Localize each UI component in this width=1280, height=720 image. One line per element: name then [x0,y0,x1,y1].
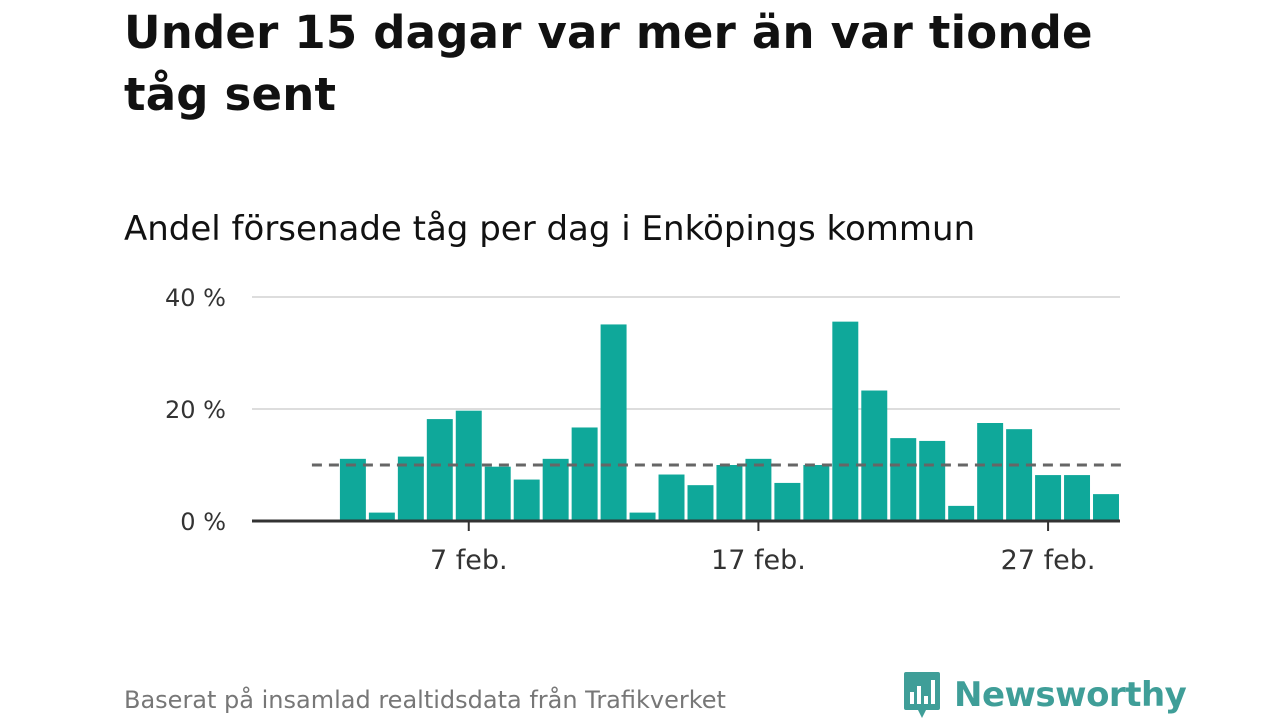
bar [484,466,511,521]
bar [629,512,656,521]
bar [658,474,685,521]
bar [1093,494,1119,521]
bar [542,458,569,521]
x-tick-label: 17 feb. [711,545,806,576]
bar [1035,475,1062,521]
y-tick-label: 0 % [180,508,226,536]
x-tick-label: 7 feb. [430,545,508,576]
bar [1064,475,1091,521]
bar [600,324,627,521]
bar [774,482,801,521]
bar-chart: 0 % 20 % 40 % 7 feb. 17 feb. 27 feb. [165,284,1121,576]
bar [745,458,772,521]
bar [861,390,888,521]
bar [397,456,424,521]
chart-title: Under 15 dagar var mer än var tionde tåg… [124,6,1093,121]
bar [803,465,830,521]
bar [426,419,453,521]
brand-name: Newsworthy [954,675,1187,715]
bar [832,321,859,521]
bar [716,465,743,521]
y-tick-label: 40 % [165,284,226,312]
bar [890,438,917,521]
bar [339,458,366,521]
bar [948,505,975,521]
bar [919,440,946,521]
bar [513,479,540,521]
x-tick-label: 27 feb. [1001,545,1096,576]
bar [368,512,395,521]
bar [687,485,714,521]
bar [1006,429,1033,521]
bar-chart-speech-bubble-icon [904,672,940,718]
bar [977,423,1004,521]
chart-subtitle: Andel försenade tåg per dag i Enköpings … [124,209,976,249]
source-note: Baserat på insamlad realtidsdata från Tr… [124,686,726,714]
y-tick-label: 20 % [165,396,226,424]
bar [571,427,598,521]
brand-logo: Newsworthy [902,670,1187,720]
